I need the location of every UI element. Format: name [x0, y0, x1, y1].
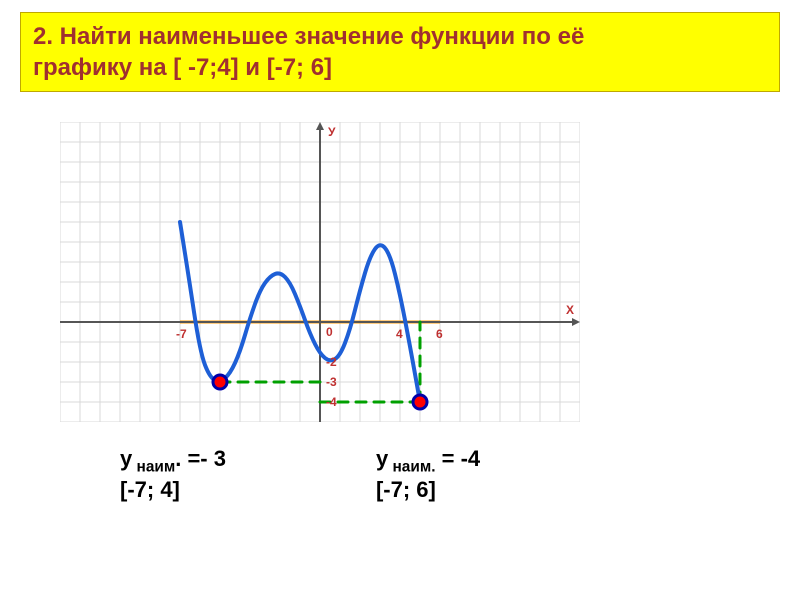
- answer-2-interval: [-7; 6]: [376, 477, 436, 502]
- answer-2-sub: наим.: [388, 459, 435, 476]
- answer-1-sub: наим: [132, 459, 175, 476]
- svg-text:6: 6: [436, 327, 443, 341]
- task-line-2: графику на [ -7;4] и [-7; 6]: [33, 52, 767, 83]
- chart: У Х 0 -7 4 6 -2 -3 -4: [60, 122, 580, 422]
- answer-2: у наим. = -4 [-7; 6]: [376, 446, 480, 502]
- answer-1-interval: [-7; 4]: [120, 477, 180, 502]
- svg-text:-3: -3: [326, 375, 337, 389]
- answers: у наим. =- 3 [-7; 4] у наим. = -4 [-7; 6…: [0, 446, 800, 502]
- task-header: 2. Найти наименьшее значение функции по …: [20, 12, 780, 92]
- svg-text:0: 0: [326, 325, 333, 339]
- answer-1-val: . =- 3: [175, 446, 226, 471]
- chart-svg: У Х 0 -7 4 6 -2 -3 -4: [60, 122, 580, 422]
- svg-text:-4: -4: [326, 395, 337, 409]
- answer-2-val: = -4: [436, 446, 481, 471]
- svg-text:-7: -7: [176, 327, 187, 341]
- svg-text:Х: Х: [566, 303, 574, 317]
- svg-text:У: У: [328, 125, 336, 139]
- answer-1-y: у: [120, 446, 132, 471]
- answer-2-y: у: [376, 446, 388, 471]
- task-line-1: 2. Найти наименьшее значение функции по …: [33, 21, 767, 52]
- answer-1: у наим. =- 3 [-7; 4]: [120, 446, 226, 502]
- svg-text:-2: -2: [326, 355, 337, 369]
- svg-text:4: 4: [396, 327, 403, 341]
